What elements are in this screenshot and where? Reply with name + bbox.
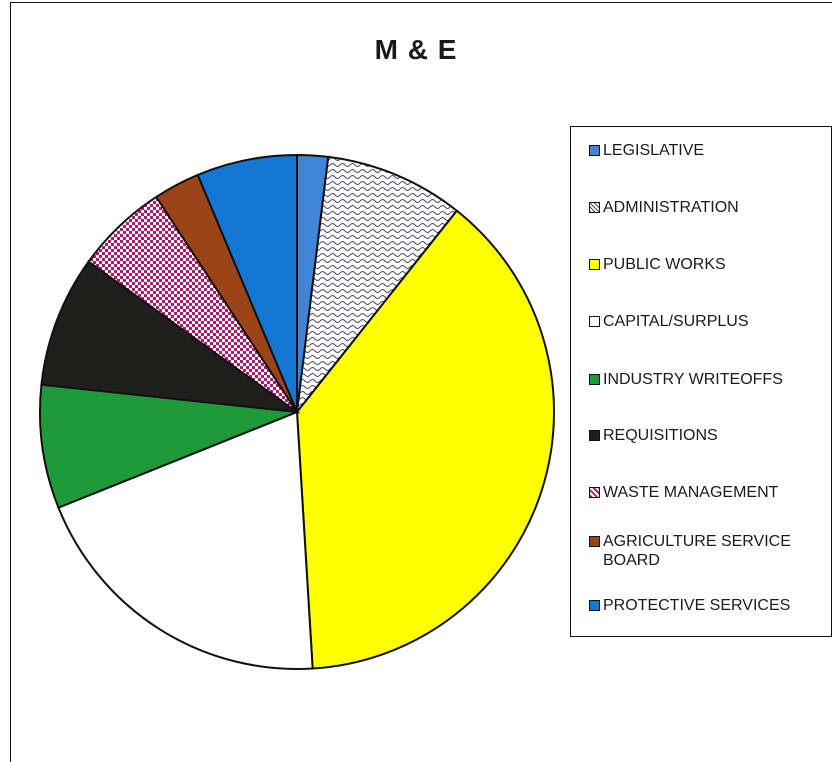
legend-swatch [589,536,600,547]
pie-slice-public-works [295,209,555,670]
legend-item-capital-surplus: CAPITAL/SURPLUS [589,312,829,331]
pie-slices [39,153,555,670]
legend-item-protective-services: PROTECTIVE SERVICES [589,596,829,615]
chart-legend: LEGISLATIVE ADMINISTRATION PUBLIC WORKS CAP… [570,126,832,637]
legend-item-legislative: LEGISLATIVE [589,141,829,160]
legend-swatch [589,316,600,327]
pie-slice-capital-surplus [57,410,314,670]
legend-swatch [589,145,600,156]
pie-slice-industry-writeoffs [39,383,298,509]
chart-title: M & E [374,34,458,65]
legend-label: WASTE MANAGEMENT [603,484,779,501]
pie-slice-protective-services [196,153,298,413]
legend-swatch [589,259,600,270]
legend-label: PUBLIC WORKS [603,256,726,273]
legend-label: ADMINISTRATION [603,199,739,216]
legend-label: LEGISLATIVE [603,142,705,159]
legend-swatch [589,202,600,213]
legend-swatch [589,374,600,385]
legend-label: AGRICULTURE SERVICE BOARD [603,533,791,569]
legend-label: CAPITAL/SURPLUS [603,313,749,330]
legend-item-requisitions: REQUISITIONS [589,426,829,445]
legend-item-industry-writeoffs: INDUSTRY WRITEOFFS [589,370,829,389]
legend-swatch [589,600,600,611]
chart-frame [10,2,832,762]
legend-item-administration: ADMINISTRATION [589,198,829,217]
legend-label: PROTECTIVE SERVICES [603,597,791,614]
pie-slice-requisitions [40,260,301,414]
legend-label: REQUISITIONS [603,427,718,444]
legend-label: INDUSTRY WRITEOFFS [603,371,783,388]
legend-item-agriculture-service-board: AGRICULTURE SERVICE BOARD [589,532,829,570]
legend-item-waste-management: WASTE MANAGEMENT [589,483,829,502]
pie-slice-administration [295,155,459,416]
legend-swatch [589,430,600,441]
legend-swatch [589,487,600,498]
legend-item-public-works: PUBLIC WORKS [589,255,829,274]
